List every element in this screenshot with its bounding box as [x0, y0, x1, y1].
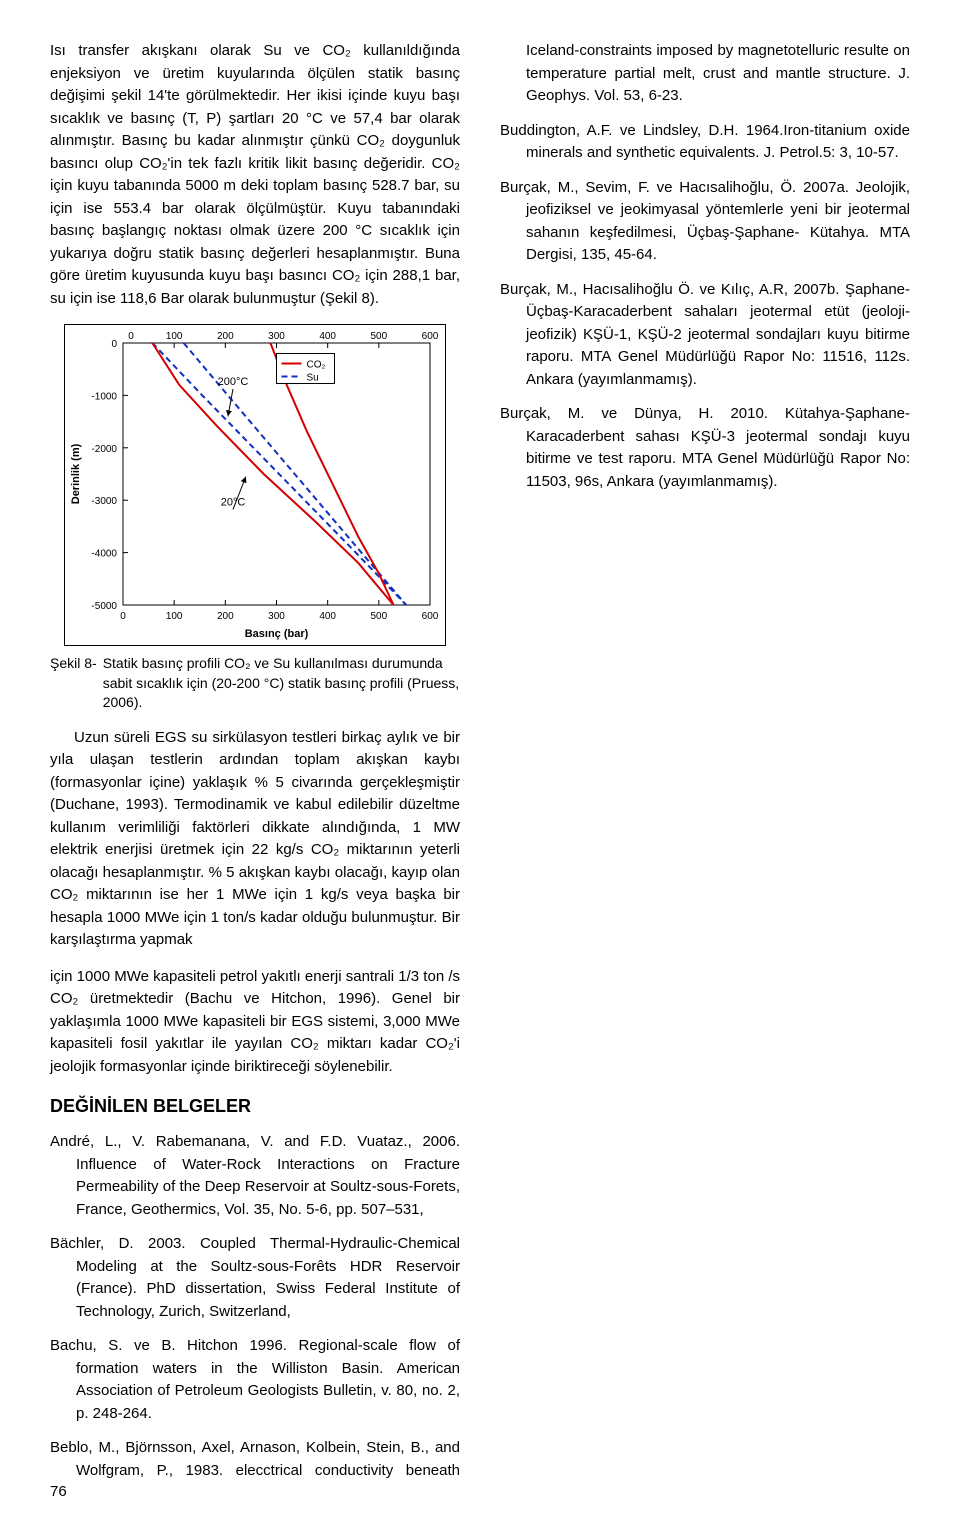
svg-text:0: 0: [111, 339, 117, 350]
svg-text:-5000: -5000: [91, 601, 117, 612]
figure-8: 10020030040050060000100200300400500600Ba…: [50, 324, 460, 713]
svg-text:CO₂: CO₂: [307, 359, 326, 370]
reference-entry: Burçak, M., Hacısalihoğlu Ö. ve Kılıç, A…: [500, 279, 910, 392]
svg-text:-3000: -3000: [91, 496, 117, 507]
body-paragraph: için 1000 MWe kapasiteli petrol yakıtlı …: [50, 966, 460, 1079]
svg-text:Basınç (bar): Basınç (bar): [245, 628, 309, 640]
svg-text:200: 200: [217, 331, 234, 342]
svg-text:200: 200: [217, 611, 234, 622]
pressure-depth-chart: 10020030040050060000100200300400500600Ba…: [65, 325, 445, 645]
svg-text:600: 600: [422, 331, 439, 342]
svg-text:100: 100: [166, 331, 183, 342]
svg-text:0: 0: [128, 331, 134, 342]
reference-entry: Buddington, A.F. ve Lindsley, D.H. 1964.…: [500, 120, 910, 165]
svg-text:Derinlik (m): Derinlik (m): [70, 443, 82, 504]
svg-text:300: 300: [268, 611, 285, 622]
reference-entry: Bachu, S. ve B. Hitchon 1996. Regional-s…: [50, 1335, 460, 1425]
reference-entry: Burçak, M. ve Dünya, H. 2010. Kütahya-Şa…: [500, 403, 910, 493]
page-number: 76: [50, 1483, 67, 1500]
svg-text:-2000: -2000: [91, 444, 117, 455]
svg-text:400: 400: [319, 331, 336, 342]
svg-text:500: 500: [370, 331, 387, 342]
reference-entry: Bächler, D. 2003. Coupled Thermal-Hydrau…: [50, 1233, 460, 1323]
svg-text:-1000: -1000: [91, 391, 117, 402]
svg-text:400: 400: [319, 611, 336, 622]
svg-text:500: 500: [370, 611, 387, 622]
svg-text:200°C: 200°C: [218, 376, 249, 388]
reference-entry: André, L., V. Rabemanana, V. and F.D. Vu…: [50, 1131, 460, 1221]
svg-text:20°C: 20°C: [221, 496, 246, 508]
figure-frame: 10020030040050060000100200300400500600Ba…: [64, 324, 446, 646]
body-paragraph: Isı transfer akışkanı olarak Su ve CO₂ k…: [50, 40, 460, 310]
svg-text:300: 300: [268, 331, 285, 342]
svg-text:-4000: -4000: [91, 549, 117, 560]
figure-caption-label: Şekil 8-: [50, 654, 97, 713]
figure-caption-text: Statik basınç profili CO₂ ve Su kullanıl…: [103, 654, 460, 713]
svg-text:600: 600: [422, 611, 439, 622]
figure-caption: Şekil 8- Statik basınç profili CO₂ ve Su…: [50, 654, 460, 713]
reference-entry: Burçak, M., Sevim, F. ve Hacısalihoğlu, …: [500, 177, 910, 267]
body-paragraph: Uzun süreli EGS su sirkülasyon testleri …: [50, 727, 460, 952]
svg-text:0: 0: [120, 611, 126, 622]
svg-text:Su: Su: [307, 372, 319, 383]
references-heading: DEĞİNİLEN BELGELER: [50, 1096, 460, 1117]
svg-text:100: 100: [166, 611, 183, 622]
